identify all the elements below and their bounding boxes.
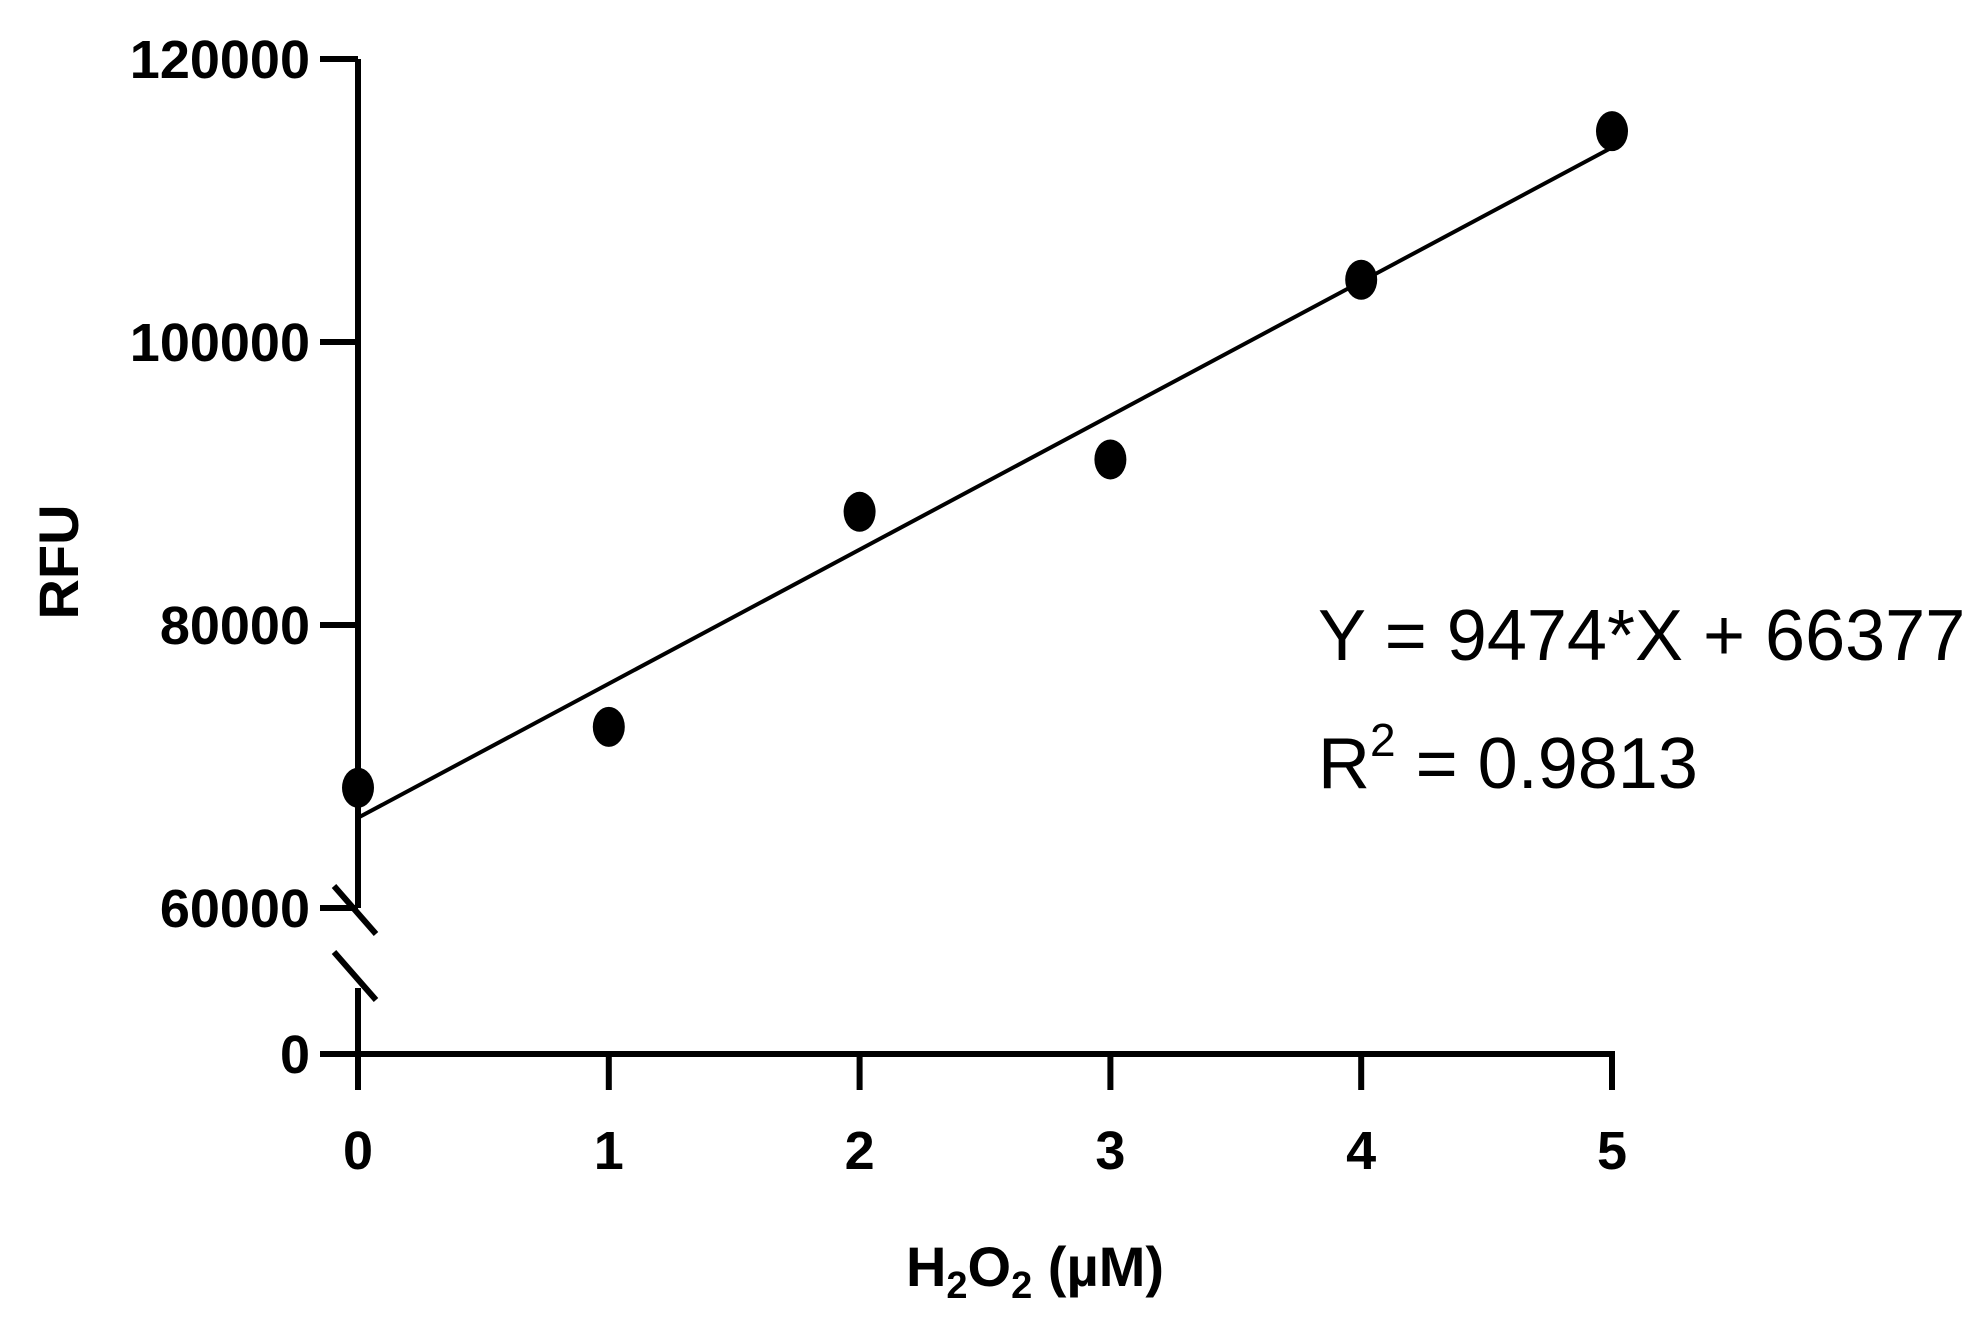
data-point <box>843 491 876 532</box>
data-points <box>342 111 1628 808</box>
fit-equation: Y = 9474*X + 66377 <box>1318 596 1962 676</box>
y-tick-label: 60000 <box>160 879 310 939</box>
y-axis-break-mark <box>331 950 379 1002</box>
x-axis-title: H2O2 (µM) <box>906 1235 1164 1307</box>
data-point <box>1345 259 1378 300</box>
y-tick-label: 100000 <box>130 313 310 373</box>
x-tick-label: 2 <box>845 1121 875 1181</box>
ticks: 60000 80000 100000 120000 00 1 2 3 4 5 <box>130 30 1627 1181</box>
data-point <box>342 767 374 808</box>
fit-line <box>357 145 1613 820</box>
x-tick-label: 3 <box>1095 1121 1125 1181</box>
x-tick-label: 4 <box>1346 1121 1376 1181</box>
data-point <box>592 706 625 747</box>
x-tick-label: 0 <box>343 1121 373 1181</box>
x-tick-label: 1 <box>594 1121 624 1181</box>
y-axis-title: RFU <box>27 504 90 619</box>
fit-line-group <box>357 145 1613 820</box>
y-tick-label: 120000 <box>130 30 310 90</box>
data-point <box>1596 111 1628 152</box>
axes <box>320 59 1615 1057</box>
x-tick-label: 5 <box>1597 1121 1627 1181</box>
y-tick-label: 80000 <box>160 596 310 656</box>
data-point <box>1094 439 1127 480</box>
r-squared: R2 = 0.9813 <box>1318 714 1698 804</box>
y-tick-label: 0 <box>280 1025 310 1085</box>
